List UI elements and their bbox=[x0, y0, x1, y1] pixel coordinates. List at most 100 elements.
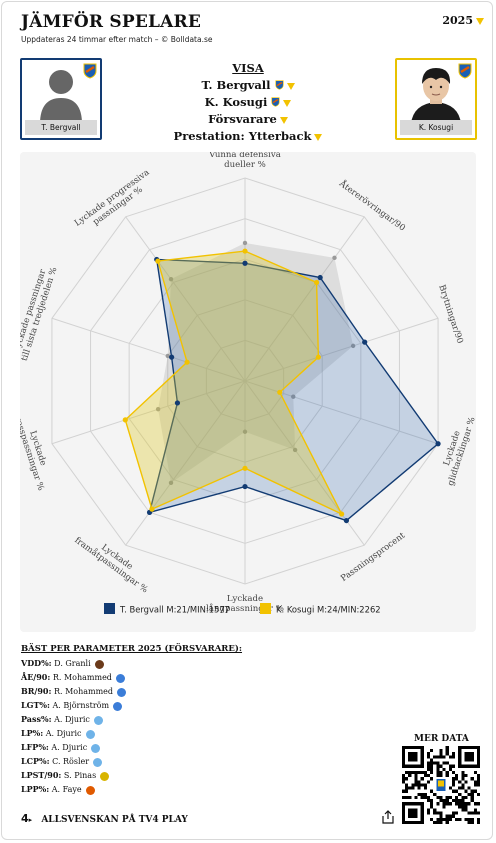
position-selector-label: Försvarare bbox=[208, 112, 277, 126]
dropdown-arrow-icon bbox=[286, 82, 295, 90]
page-title: JÄMFÖR SPELARE bbox=[21, 12, 202, 32]
radar-chart: Vunna defensiva dueller % Återerövringar/9… bbox=[11, 150, 478, 615]
club-crest-icon bbox=[271, 97, 280, 107]
series-point-2 bbox=[315, 354, 321, 360]
player2-selector[interactable]: K. Kosugi bbox=[130, 94, 366, 111]
axis-label: Lyckade passningartill sista tredjedelen… bbox=[20, 263, 59, 362]
grid-spoke bbox=[51, 380, 246, 445]
club-crest-icon bbox=[458, 63, 472, 79]
best-row: LP%: A. Djuric bbox=[21, 726, 242, 740]
series-point-1 bbox=[362, 339, 368, 345]
best-player: A. Djuric bbox=[43, 729, 82, 738]
axis-label: Passningsprocent bbox=[339, 530, 407, 584]
best-param: LPP%: bbox=[21, 784, 50, 794]
legend-swatch-1 bbox=[104, 603, 115, 614]
reference-point bbox=[242, 240, 248, 246]
best-player: A. Djuric bbox=[51, 715, 90, 724]
best-row: LGT%: A. Björnström bbox=[21, 698, 242, 712]
club-badge-icon bbox=[94, 659, 104, 669]
best-param: LPST/90: bbox=[21, 770, 62, 780]
series-point-2 bbox=[242, 465, 248, 471]
best-param: LGT%: bbox=[21, 700, 50, 710]
best-player: A. Björnström bbox=[49, 701, 110, 710]
best-param: LFP%: bbox=[21, 742, 49, 752]
best-player: S. Pinas bbox=[61, 771, 97, 780]
best-row: Pass%: A. Djuric bbox=[21, 712, 242, 726]
best-player: R. Mohammed bbox=[50, 673, 112, 682]
dropdown-arrow-icon bbox=[314, 133, 323, 141]
series-point-1 bbox=[242, 260, 248, 266]
player1-selector-label: T. Bergvall bbox=[201, 78, 271, 92]
best-player: C. Rösler bbox=[49, 757, 90, 766]
player1-name: T. Bergvall bbox=[25, 120, 97, 135]
club-badge-icon bbox=[113, 701, 123, 711]
axis-label: Lyckadeglidtacklingar % bbox=[436, 413, 476, 487]
legend-swatch-2 bbox=[260, 603, 271, 614]
best-row: LFP%: A. Djuric bbox=[21, 740, 242, 754]
reference-point bbox=[350, 343, 356, 349]
year-selector[interactable]: 2025 bbox=[442, 14, 484, 27]
presentation-selector-label: Prestation: Ytterback bbox=[173, 129, 312, 143]
series-point-1 bbox=[343, 517, 350, 524]
reference-area bbox=[158, 242, 354, 483]
best-list: VDD%: D. Granli ÅE/90: R. Mohammed BR/90: … bbox=[21, 656, 242, 796]
share-icon[interactable] bbox=[382, 810, 394, 824]
position-selector[interactable]: Försvarare bbox=[130, 111, 366, 128]
axis-label: Lyckadecrosspassningar % bbox=[20, 408, 55, 492]
reference-point bbox=[292, 447, 298, 453]
player1-card: T. Bergvall bbox=[20, 58, 102, 140]
reference-point bbox=[242, 429, 248, 434]
reference-point bbox=[165, 353, 170, 359]
visa-heading: VISA bbox=[232, 61, 264, 75]
grid-spoke bbox=[125, 216, 246, 382]
grid-spoke bbox=[51, 317, 246, 382]
best-player: D. Granli bbox=[51, 659, 91, 668]
best-heading: BÄST PER PARAMETER 2025 (FÖRSVARARE): bbox=[21, 644, 243, 654]
best-param: LP%: bbox=[21, 728, 44, 738]
best-param: Pass%: bbox=[21, 714, 52, 724]
player2-name: K. Kosugi bbox=[400, 120, 472, 135]
series-point-1 bbox=[174, 400, 181, 406]
club-crest-icon bbox=[83, 63, 97, 79]
player1-selector[interactable]: T. Bergvall bbox=[130, 77, 366, 94]
series-point-1 bbox=[435, 441, 441, 447]
series-point-2 bbox=[339, 511, 345, 517]
dropdown-arrow-icon bbox=[279, 116, 288, 124]
series-point-2 bbox=[242, 248, 248, 254]
best-param: VDD%: bbox=[21, 658, 52, 668]
best-player: R. Mohammed bbox=[51, 687, 114, 696]
legend-label-1: T. Bergvall M:21/MIN:1577 bbox=[119, 605, 230, 615]
grid-spoke bbox=[244, 380, 365, 546]
footer-text: ALLSVENSKAN PÅ TV4 PLAY bbox=[41, 815, 188, 825]
best-per-parameter: BÄST PER PARAMETER 2025 (FÖRSVARARE): VD… bbox=[21, 644, 242, 796]
series-point-2 bbox=[313, 279, 320, 286]
club-badge-icon bbox=[115, 673, 125, 683]
axis-label: Lyckadeframåtpassningar % bbox=[72, 527, 155, 595]
axis-label: Lyckade progressivapassningar % bbox=[73, 168, 157, 237]
dropdown-arrow-icon bbox=[476, 17, 484, 25]
radar-chart-panel: Vunna defensiva dueller % Återerövringar/9… bbox=[11, 150, 478, 632]
presentation-selector[interactable]: Prestation: Ytterback bbox=[130, 128, 366, 145]
footer[interactable]: 4▸ ALLSVENSKAN PÅ TV4 PLAY bbox=[21, 812, 188, 825]
series-point-2 bbox=[155, 258, 161, 264]
grid-spoke bbox=[244, 317, 439, 382]
best-row: LPST/90: S. Pinas bbox=[21, 768, 242, 782]
best-player: A. Faye bbox=[49, 785, 82, 794]
reference-point bbox=[291, 394, 296, 399]
club-badge-icon bbox=[93, 715, 103, 725]
best-param: LCP%: bbox=[21, 756, 50, 766]
legend-label-2: K. Kosugi M:24/MIN:2262 bbox=[276, 605, 381, 615]
club-badge-icon bbox=[91, 743, 101, 753]
club-badge-icon bbox=[117, 687, 127, 697]
dropdown-arrow-icon bbox=[283, 99, 292, 107]
qr-code[interactable] bbox=[402, 746, 480, 824]
club-crest-icon bbox=[274, 80, 284, 90]
grid-spoke bbox=[244, 216, 365, 382]
best-player: A. Djuric bbox=[48, 743, 88, 752]
player-silhouette-icon bbox=[22, 60, 100, 124]
best-row: LCP%: C. Rösler bbox=[21, 754, 242, 768]
visa-panel: VISA T. Bergvall K. Kosugi Försvarare Pr… bbox=[130, 60, 366, 145]
series-point-1 bbox=[317, 274, 323, 281]
more-data-label: MER DATA bbox=[414, 734, 469, 744]
